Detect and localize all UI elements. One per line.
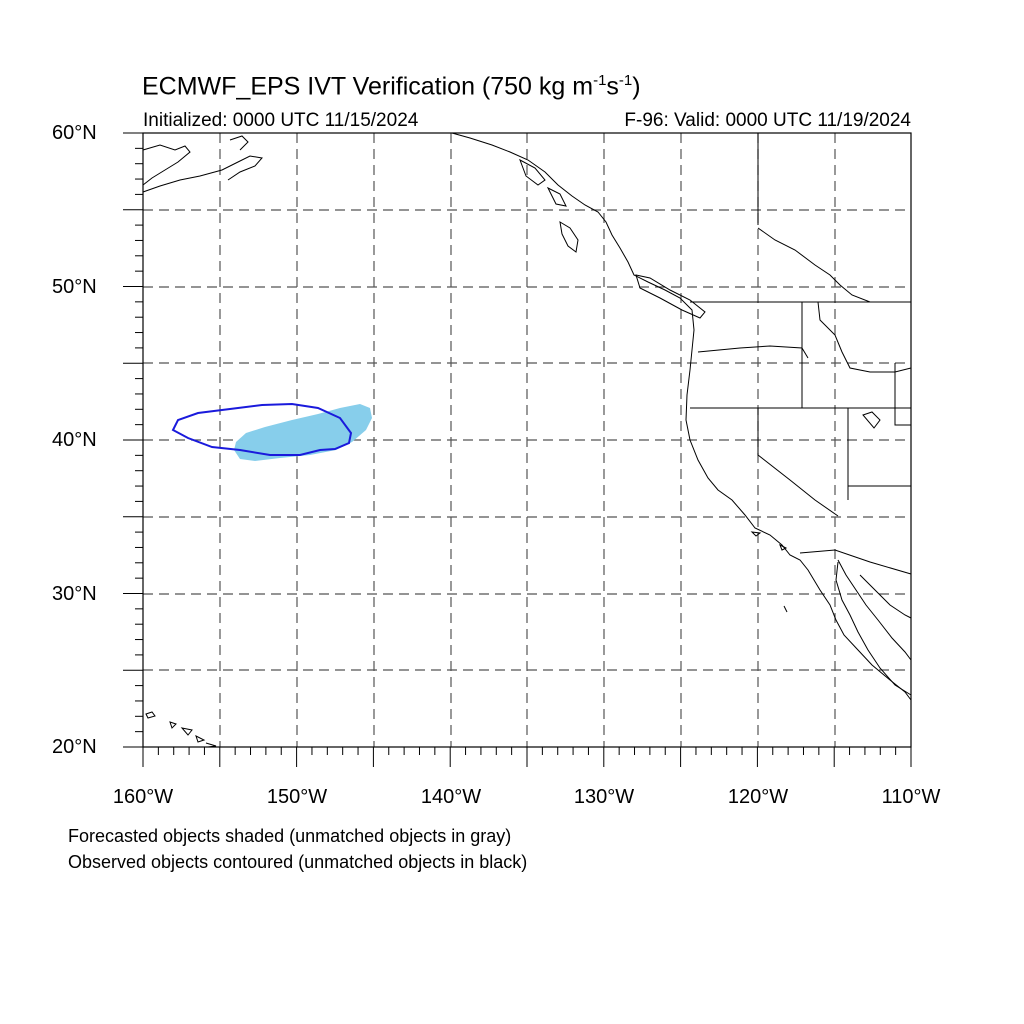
lat-label-60: 60°N [52,122,97,144]
lon-label-110: 110°W [881,786,941,808]
initialized-time: Initialized: 0000 UTC 11/15/2024 [143,110,419,131]
lon-label-160: 160°W [112,786,174,808]
lat-label-40: 40°N [52,429,97,451]
legend-observed-note: Observed objects contoured (unmatched ob… [68,852,528,872]
lon-label-120: 120°W [727,786,789,808]
coastlines [142,132,912,748]
lat-label-20: 20°N [52,736,97,758]
lat-label-50: 50°N [52,276,97,298]
lon-label-130: 130°W [573,786,635,808]
grid-lines [143,133,911,747]
lon-label-140: 140°W [420,786,482,808]
lat-label-30: 30°N [52,583,97,605]
plot-frame [142,132,912,748]
map-title: ECMWF_EPS IVT Verification (750 kg m-1s-… [142,72,641,101]
valid-time: F-96: Valid: 0000 UTC 11/19/2024 [624,110,911,131]
legend-forecast-note: Forecasted objects shaded (unmatched obj… [68,826,512,846]
observed-object-contour [171,402,353,456]
political-boundaries [690,133,912,575]
lon-label-150: 150°W [266,786,328,808]
axis-ticks [123,132,912,767]
forecast-object-shaded [234,404,372,461]
